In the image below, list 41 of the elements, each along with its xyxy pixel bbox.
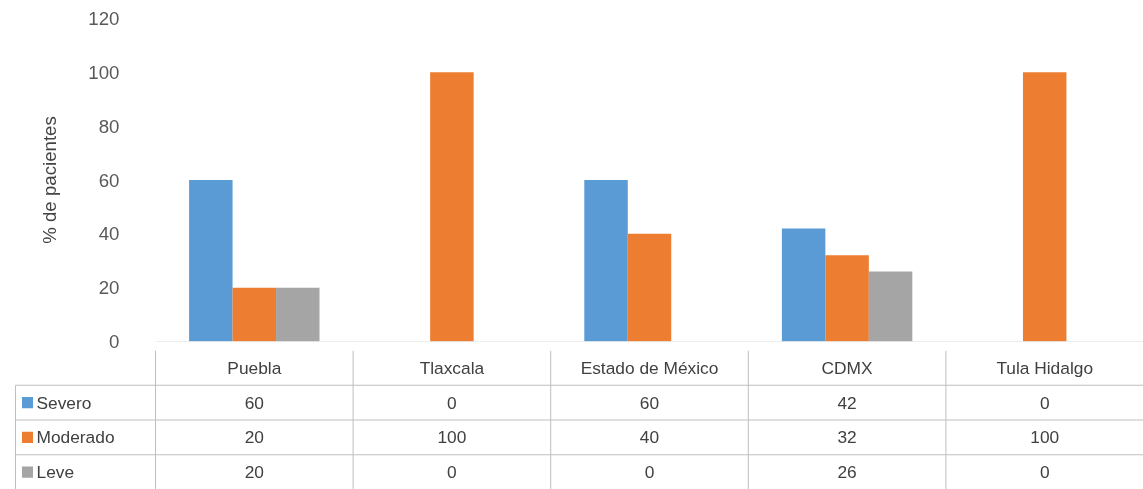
data-label: 32 xyxy=(837,427,857,448)
y-tick-label: 40 xyxy=(98,223,120,245)
data-label: 26 xyxy=(837,462,857,483)
bar xyxy=(584,180,628,342)
x-tick-label: Tlaxcala xyxy=(419,357,485,378)
data-label: 100 xyxy=(437,427,467,448)
y-tick-label: 0 xyxy=(109,331,120,352)
data-label: 0 xyxy=(1039,462,1050,483)
y-tick-label: 20 xyxy=(98,277,120,299)
x-tick-label: Estado de México xyxy=(580,357,719,378)
x-tick-label: Puebla xyxy=(227,357,282,378)
legend-label: Moderado xyxy=(36,427,115,448)
bar xyxy=(868,271,913,342)
y-axis-title: % de pacientes xyxy=(39,116,61,244)
bar xyxy=(781,228,826,342)
data-label: 0 xyxy=(1039,392,1050,413)
x-tick-label: Tula Hidalgo xyxy=(996,357,1094,378)
data-label: 100 xyxy=(1030,427,1060,448)
data-label: 20 xyxy=(244,427,264,448)
bar xyxy=(276,287,320,342)
bar xyxy=(627,233,672,342)
bar xyxy=(1022,72,1067,342)
bar xyxy=(189,180,233,342)
data-label: 60 xyxy=(639,392,660,413)
data-label: 40 xyxy=(639,427,660,448)
data-label: 42 xyxy=(837,392,857,413)
legend-label: Severo xyxy=(36,392,92,413)
bar xyxy=(232,287,277,342)
data-label: 60 xyxy=(244,392,264,413)
data-label: 0 xyxy=(644,462,655,483)
y-tick-label: 120 xyxy=(88,8,120,29)
bar xyxy=(430,72,474,342)
y-tick-label: 100 xyxy=(88,61,120,83)
data-label: 20 xyxy=(244,462,264,483)
y-tick-label: 80 xyxy=(98,115,120,137)
legend-label: Leve xyxy=(36,462,75,483)
y-tick-label: 60 xyxy=(98,169,120,191)
x-tick-label: CDMX xyxy=(821,357,874,378)
data-label: 0 xyxy=(447,392,457,413)
bar xyxy=(825,255,869,342)
data-label: 0 xyxy=(447,462,457,483)
